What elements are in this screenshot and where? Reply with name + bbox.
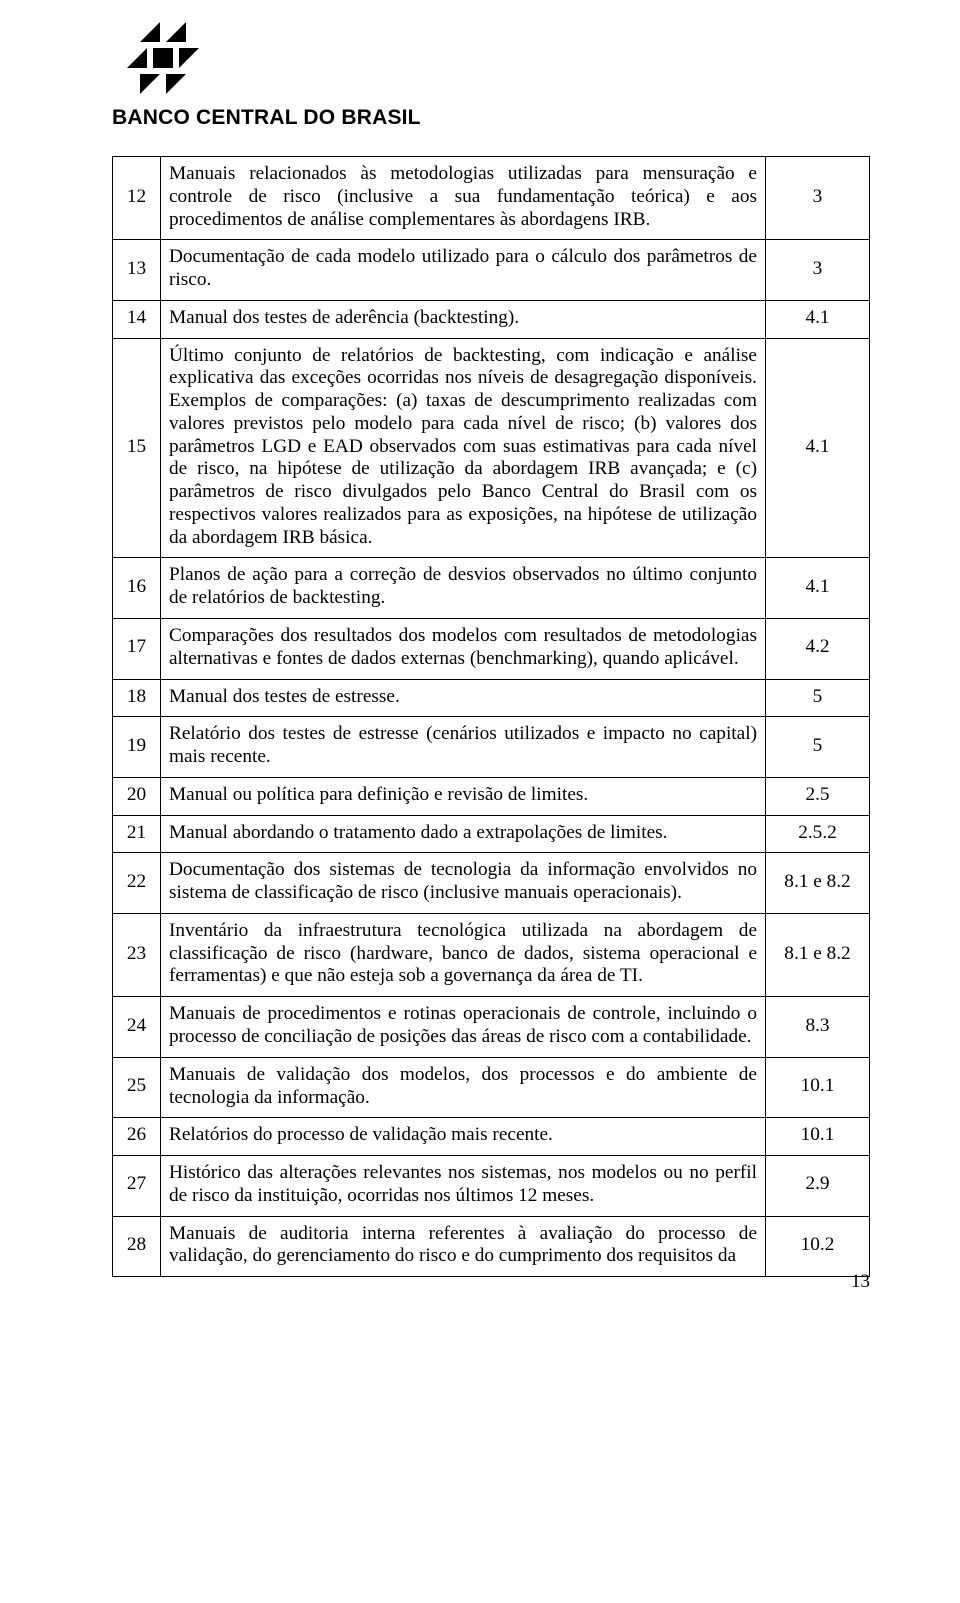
table-row: 14Manual dos testes de aderência (backte… (113, 300, 870, 338)
row-number: 13 (113, 240, 161, 301)
table-row: 13Documentação de cada modelo utilizado … (113, 240, 870, 301)
row-reference: 2.9 (766, 1156, 870, 1217)
table-row: 17Comparações dos resultados dos modelos… (113, 619, 870, 680)
document-page: BANCO CENTRAL DO BRASIL 12Manuais relaci… (0, 0, 960, 1307)
row-description: Manuais de validação dos modelos, dos pr… (161, 1057, 766, 1118)
row-reference: 10.1 (766, 1057, 870, 1118)
table-row: 25Manuais de validação dos modelos, dos … (113, 1057, 870, 1118)
table-row: 28Manuais de auditoria interna referente… (113, 1216, 870, 1277)
row-description: Relatório dos testes de estresse (cenári… (161, 717, 766, 778)
row-reference: 10.2 (766, 1216, 870, 1277)
row-description: Documentação dos sistemas de tecnologia … (161, 853, 766, 914)
row-description: Documentação de cada modelo utilizado pa… (161, 240, 766, 301)
row-reference: 8.1 e 8.2 (766, 853, 870, 914)
row-reference: 4.2 (766, 619, 870, 680)
row-description: Planos de ação para a correção de desvio… (161, 558, 766, 619)
table-row: 27Histórico das alterações relevantes no… (113, 1156, 870, 1217)
row-number: 18 (113, 679, 161, 717)
row-reference: 10.1 (766, 1118, 870, 1156)
row-reference: 4.1 (766, 558, 870, 619)
row-number: 14 (113, 300, 161, 338)
table-row: 20Manual ou política para definição e re… (113, 777, 870, 815)
row-number: 21 (113, 815, 161, 853)
table-row: 26Relatórios do processo de validação ma… (113, 1118, 870, 1156)
row-number: 25 (113, 1057, 161, 1118)
row-description: Manuais de auditoria interna referentes … (161, 1216, 766, 1277)
table-row: 18Manual dos testes de estresse.5 (113, 679, 870, 717)
table-row: 12Manuais relacionados às metodologias u… (113, 157, 870, 240)
row-description: Manuais relacionados às metodologias uti… (161, 157, 766, 240)
table-row: 21Manual abordando o tratamento dado a e… (113, 815, 870, 853)
bank-name: BANCO CENTRAL DO BRASIL (112, 106, 870, 130)
row-reference: 2.5.2 (766, 815, 870, 853)
bcb-logo-icon (116, 22, 206, 100)
table-row: 22Documentação dos sistemas de tecnologi… (113, 853, 870, 914)
row-number: 20 (113, 777, 161, 815)
row-number: 15 (113, 338, 161, 558)
table-row: 19Relatório dos testes de estresse (cená… (113, 717, 870, 778)
table-row: 23Inventário da infraestrutura tecnológi… (113, 913, 870, 996)
row-reference: 3 (766, 157, 870, 240)
row-number: 24 (113, 997, 161, 1058)
row-description: Último conjunto de relatórios de backtes… (161, 338, 766, 558)
row-number: 26 (113, 1118, 161, 1156)
row-description: Comparações dos resultados dos modelos c… (161, 619, 766, 680)
row-reference: 2.5 (766, 777, 870, 815)
row-number: 12 (113, 157, 161, 240)
row-reference: 8.3 (766, 997, 870, 1058)
row-reference: 4.1 (766, 300, 870, 338)
row-number: 23 (113, 913, 161, 996)
page-number: 13 (851, 1271, 870, 1293)
row-description: Histórico das alterações relevantes nos … (161, 1156, 766, 1217)
row-reference: 3 (766, 240, 870, 301)
row-description: Manual ou política para definição e revi… (161, 777, 766, 815)
row-reference: 4.1 (766, 338, 870, 558)
row-reference: 5 (766, 679, 870, 717)
row-number: 17 (113, 619, 161, 680)
row-description: Manual dos testes de aderência (backtest… (161, 300, 766, 338)
row-number: 28 (113, 1216, 161, 1277)
documents-table: 12Manuais relacionados às metodologias u… (112, 156, 870, 1277)
row-number: 22 (113, 853, 161, 914)
row-description: Relatórios do processo de validação mais… (161, 1118, 766, 1156)
row-description: Manuais de procedimentos e rotinas opera… (161, 997, 766, 1058)
row-description: Manual dos testes de estresse. (161, 679, 766, 717)
row-description: Manual abordando o tratamento dado a ext… (161, 815, 766, 853)
row-description: Inventário da infraestrutura tecnológica… (161, 913, 766, 996)
header-logo-block: BANCO CENTRAL DO BRASIL (112, 22, 870, 130)
table-row: 15Último conjunto de relatórios de backt… (113, 338, 870, 558)
row-number: 27 (113, 1156, 161, 1217)
table-row: 24Manuais de procedimentos e rotinas ope… (113, 997, 870, 1058)
row-reference: 8.1 e 8.2 (766, 913, 870, 996)
table-row: 16Planos de ação para a correção de desv… (113, 558, 870, 619)
row-number: 16 (113, 558, 161, 619)
row-number: 19 (113, 717, 161, 778)
row-reference: 5 (766, 717, 870, 778)
